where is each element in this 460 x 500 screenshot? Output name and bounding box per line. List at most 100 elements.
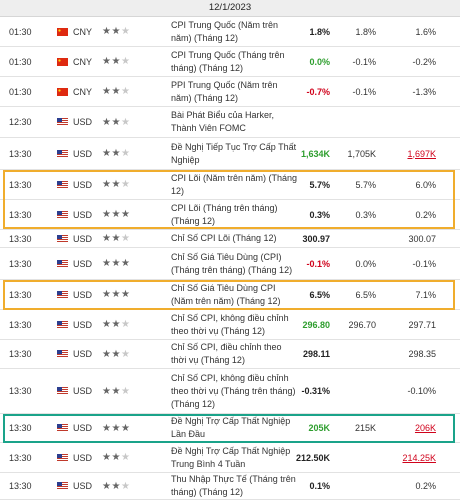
actual-value: 6.5% [309,289,330,300]
event-name-line: (Tháng 12) [171,215,216,226]
forecast-value [335,473,376,499]
star-empty-icon: ★ [120,348,131,360]
event-name-line: 12) [171,185,185,196]
event-name-link[interactable]: PPI Trung Quốc (Năm trên năm) (Tháng 12) [171,77,299,106]
event-name-link[interactable]: CPI Trung Quốc (Năm trên năm) (Tháng 12) [171,17,299,46]
table-row[interactable]: 13:30 USD ★ ★ ★ Đề Nghị Trợ Cấp Thất Nghiệp Tr… [0,443,460,473]
table-row[interactable]: 13:30 USD ★ ★ ★ Chỉ Số Giá Tiêu Dùng (CPI) (Th… [0,248,460,280]
event-time: 12:30 [9,117,32,127]
cn-flag-icon [57,77,68,106]
forecast-value: 215K [354,423,376,433]
forecast-value [335,340,376,368]
event-name-link[interactable]: Đề Nghị Tiếp Tục Trợ Cấp Thất Nghiệp [171,138,299,169]
star-filled-icon: ★ [102,480,112,492]
forecast-value: 0.3% [355,209,376,220]
event-name-link[interactable]: Đề Nghị Trợ Cấp Thất Nghiệp Trung Bình 4 … [171,443,299,472]
importance-stars: ★ ★ ★ [102,369,142,413]
event-name-link[interactable]: Thu Nhập Thực Tế (Tháng trên tháng) (Thán… [171,473,299,499]
importance-stars: ★ ★ ★ [102,170,142,199]
forecast-value: 0.0% [355,258,376,269]
table-row[interactable]: 13:30 USD ★ ★ ★ Chỉ Số CPI Lõi (Tháng 12) 300.… [0,230,460,248]
currency-code: USD [73,349,93,359]
event-time: 13:30 [9,319,32,330]
table-row[interactable]: 13:30 USD ★ ★ ★ Chỉ Số CPI, không điều chỉnh t… [0,369,460,414]
table-row[interactable]: 13:30 USD ★ ★ ★ CPI Lõi (Tháng trên tháng) (Th… [0,200,460,230]
forecast-value [335,443,376,472]
star-filled-icon: ★ [111,26,121,37]
table-row[interactable]: 12:30 USD ★ ★ ★ Bài Phát Biểu của Harker, Thàn… [0,107,460,138]
event-name-link[interactable]: Chỉ Số CPI, điều chỉnh theo thời vụ (Thán… [171,340,299,368]
star-filled-icon: ★ [102,233,112,244]
table-row[interactable]: 01:30 CNY ★ ★ ★ CPI Trung Quốc (Tháng trên thá… [0,47,460,77]
star-filled-icon: ★ [102,116,112,128]
event-name-line: tháng) (Tháng 12) [171,62,244,73]
event-name-line: Chỉ Số CPI, điều chỉnh theo [171,342,282,352]
star-filled-icon: ★ [111,348,121,360]
table-row[interactable]: 13:30 USD ★ ★ ★ Đề Nghị Trợ Cấp Thất Nghiệp Lầ… [0,414,460,443]
star-filled-icon: ★ [102,56,112,67]
star-filled-icon: ★ [111,148,121,159]
event-name-link[interactable]: Chỉ Số CPI, không điều chỉnh theo thời vụ… [171,369,299,413]
event-name-link[interactable]: Bài Phát Biểu của Harker, Thành Viên FOMC [171,107,299,137]
star-filled-icon: ★ [111,319,121,330]
event-name-line: theo thời vụ (Tháng trên tháng) [171,385,296,396]
event-name-link[interactable]: CPI Trung Quốc (Tháng trên tháng) (Tháng … [171,47,299,76]
date-header: 12/1/2023 [0,0,460,17]
star-filled-icon: ★ [102,179,112,190]
us-flag-icon [57,280,68,309]
table-row[interactable]: 13:30 USD ★ ★ ★ Chỉ Số Giá Tiêu Dùng CPI (Năm … [0,280,460,310]
event-time: 13:30 [9,481,32,491]
event-name-link[interactable]: Chỉ Số Giá Tiêu Dùng (CPI) (Tháng trên th… [171,248,299,279]
event-name-line: Thu Nhập Thực Tế (Tháng trên [171,474,296,484]
actual-value: 1.8% [309,26,330,37]
importance-stars: ★ ★ ★ [102,340,142,368]
event-name-link[interactable]: CPI Lõi (Tháng trên tháng) (Tháng 12) [171,200,299,229]
event-name-link[interactable]: Đề Nghị Trợ Cấp Thất Nghiệp Lần Đầu [171,414,299,442]
us-flag-icon [57,443,68,472]
table-row[interactable]: 13:30 USD ★ ★ ★ Chỉ Số CPI, không điều chỉnh t… [0,310,460,340]
table-row[interactable]: 01:30 CNY ★ ★ ★ PPI Trung Quốc (Năm trên năm) … [0,77,460,107]
event-name-line: Chỉ Số Giá Tiêu Dùng CPI [171,282,276,293]
event-name-line: năm) (Tháng 12) [171,92,239,103]
event-time: 01:30 [9,86,32,97]
us-flag-icon [57,310,68,339]
event-name-link[interactable]: Chỉ Số CPI Lõi (Tháng 12) [171,230,299,247]
table-row[interactable]: 13:30 USD ★ ★ ★ Đề Nghị Tiếp Tục Trợ Cấp Thất… [0,138,460,170]
importance-stars: ★ ★ ★ [102,138,142,169]
star-empty-icon: ★ [120,148,131,159]
event-name-line: Chỉ Số CPI Lõi (Tháng 12) [171,233,277,243]
currency-code: USD [73,452,93,463]
table-row[interactable]: 13:30 USD ★ ★ ★ Thu Nhập Thực Tế (Tháng trên t… [0,473,460,500]
event-time: 13:30 [9,148,32,159]
cn-flag-icon [57,47,68,76]
forecast-value: -0.1% [352,56,376,67]
forecast-value: 1.8% [355,26,376,37]
us-flag-icon [57,138,68,169]
event-name-link[interactable]: Chỉ Số Giá Tiêu Dùng CPI (Năm trên năm) (… [171,280,299,309]
actual-value: -0.31% [301,386,330,396]
us-flag-icon [57,473,68,499]
event-time: 13:30 [9,289,32,300]
importance-stars: ★ ★ ★ [102,443,142,472]
currency-code: CNY [73,86,93,97]
star-filled-icon: ★ [120,258,131,269]
currency-code: USD [73,117,93,127]
star-filled-icon: ★ [102,86,112,97]
event-name-line: Bài Phát Biểu của Harker, [171,110,275,120]
importance-stars: ★ ★ ★ [102,248,142,279]
event-name-line: Chỉ Số CPI, không điều chỉnh [171,372,289,383]
previous-value: 300.07 [408,233,436,244]
actual-value: 0.0% [309,56,330,67]
event-name-link[interactable]: Chỉ Số CPI, không điều chỉnh theo thời vụ… [171,310,299,339]
star-filled-icon: ★ [102,385,112,397]
event-name-line: (Tháng trên tháng) (Tháng 12) [171,264,293,275]
event-time: 13:30 [9,349,32,359]
table-row[interactable]: 13:30 USD ★ ★ ★ Chỉ Số CPI, điều chỉnh theo th… [0,340,460,369]
event-name-link[interactable]: CPI Lõi (Năm trên năm) (Tháng 12) [171,170,299,199]
actual-value: 5.7% [309,179,330,190]
currency-code: CNY [73,26,93,37]
us-flag-icon [57,170,68,199]
table-row[interactable]: 01:30 CNY ★ ★ ★ CPI Trung Quốc (Năm trên năm) … [0,17,460,47]
table-row[interactable]: 13:30 USD ★ ★ ★ CPI Lõi (Năm trên năm) (Tháng… [0,170,460,200]
event-time: 01:30 [9,56,32,67]
